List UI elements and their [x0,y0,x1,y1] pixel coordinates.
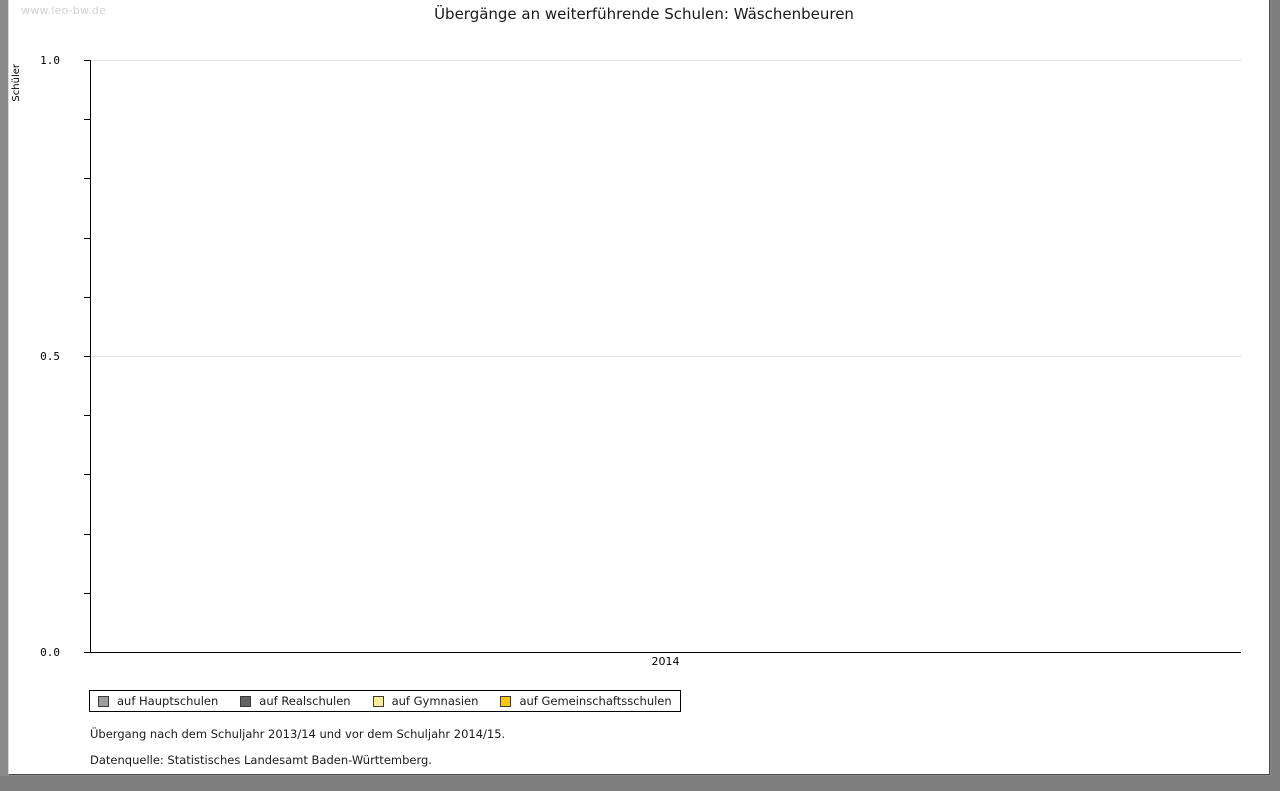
chart-legend: auf Hauptschulen auf Realschulen auf Gym… [89,690,681,712]
y-tick-label-0-5: 0.5 [40,350,60,363]
y-axis-line [90,60,91,653]
chart-title: Übergänge an weiterführende Schulen: Wäs… [434,5,854,23]
legend-swatch-icon-hauptschulen [98,695,109,707]
x-axis-line [90,652,1241,653]
legend-item-realschulen[interactable]: auf Realschulen [240,694,351,708]
legend-label-realschulen: auf Realschulen [259,694,351,708]
legend-label-hauptschulen: auf Hauptschulen [117,694,219,708]
x-tick-label-2014: 2014 [651,655,680,668]
y-axis-title: Schüler [11,64,22,102]
legend-label-gemeinschaftsschulen: auf Gemeinschaftsschulen [519,694,672,708]
y-tick-minor-0-7 [84,238,90,239]
legend-label-gymnasien: auf Gymnasien [391,694,479,708]
y-tick-major-0-5 [84,356,90,357]
footnote-period: Übergang nach dem Schuljahr 2013/14 und … [90,727,506,741]
footnote-data-source: Datenquelle: Statistisches Landesamt Bad… [90,753,432,767]
legend-item-gymnasien[interactable]: auf Gymnasien [372,694,479,708]
legend-item-hauptschulen[interactable]: auf Hauptschulen [98,694,218,708]
legend-swatch-icon-realschulen [240,695,252,707]
gridline-0-5 [91,356,1241,357]
chart-content-panel: www.leo-bw.de Übergänge an weiterführend… [8,0,1270,775]
legend-swatch-icon-gemeinschaftsschulen [500,695,512,707]
y-tick-major-0-0 [84,652,90,653]
y-tick-minor-0-2 [84,534,90,535]
legend-item-gemeinschaftsschulen[interactable]: auf Gemeinschaftsschulen [500,694,672,708]
watermark-text: www.leo-bw.de [21,4,107,17]
y-tick-minor-0-9 [84,119,90,120]
y-tick-label-0-0: 0.0 [40,646,60,659]
window-bottom-edge [0,776,1280,791]
gridline-1-0 [91,60,1241,61]
y-tick-major-1-0 [84,60,90,61]
y-tick-minor-0-6 [84,297,90,298]
y-tick-minor-0-1 [84,593,90,594]
y-tick-minor-0-4 [84,415,90,416]
window-right-edge [1271,0,1280,791]
y-tick-minor-0-3 [84,474,90,475]
y-tick-minor-0-8 [84,178,90,179]
y-tick-label-1-0: 1.0 [40,54,60,67]
legend-swatch-icon-gymnasien [372,695,384,707]
